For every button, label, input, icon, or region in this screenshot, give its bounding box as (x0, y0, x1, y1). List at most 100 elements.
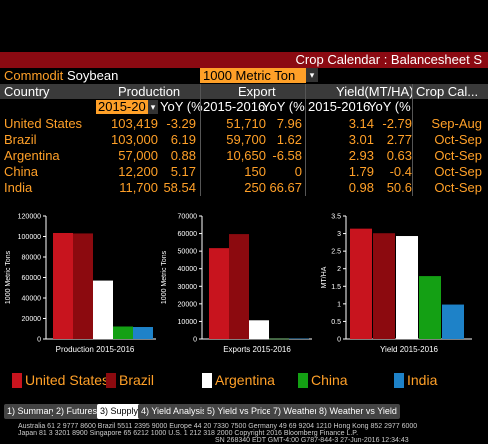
column-header-bar (0, 84, 488, 99)
tab-futures[interactable]: 2) Futures (53, 404, 101, 419)
bar-china (269, 338, 289, 340)
window-title: Crop Calendar : Balancesheet S (0, 52, 488, 68)
cell-crop-calendar: Oct-Sep (434, 132, 482, 147)
cell-yield: 3.14 (348, 116, 374, 131)
legend-item-argentina[interactable]: Argentina (202, 372, 275, 388)
y-tick-label: 1 (337, 301, 341, 308)
commodity-value[interactable]: Soybean (67, 68, 119, 83)
header-yield[interactable]: Yield(MT/HA) (336, 84, 414, 99)
y-tick-label: 1.5 (331, 284, 341, 291)
table-row[interactable]: Brazil 103,000 6.19 59,700 1.62 3.01 2.7… (0, 132, 488, 148)
table-row[interactable]: Argentina 57,000 0.88 10,650 -6.58 2.93 … (0, 148, 488, 164)
cell-crop-calendar: Oct-Sep (434, 180, 482, 195)
table-row[interactable]: United States 103,419 -3.29 51,710 7.96 … (0, 116, 488, 132)
footer-line: Australia 61 2 9777 8600 Brazil 5511 239… (18, 423, 418, 430)
tab-summary[interactable]: 1) Summary (4, 404, 60, 419)
commodity-label: Commodit (4, 68, 64, 83)
cell-yield: 1.79 (348, 164, 374, 179)
cell-yield: 3.01 (348, 132, 374, 147)
y-tick-label: 120000 (18, 214, 41, 221)
legend-item-india[interactable]: India (394, 372, 437, 388)
year-selector[interactable]: 2015-20 (96, 100, 148, 114)
bar-united-states (53, 232, 73, 339)
bar-india (289, 338, 309, 340)
cell-yield-yoy: 0.63 (386, 148, 412, 163)
bar-argentina (93, 280, 113, 339)
y-tick-label: 30000 (178, 284, 198, 291)
footer-line: Japan 81 3 3201 8900 Singapore 65 6212 1… (18, 430, 359, 437)
header-export[interactable]: Export (238, 84, 276, 99)
y-tick-label: 40000 (22, 296, 42, 303)
cell-production: 12,200 (118, 164, 158, 179)
cell-production-yoy: -3.29 (166, 116, 196, 131)
y-tick-label: 60000 (178, 231, 198, 238)
cell-yield-yoy: -0.4 (389, 164, 412, 179)
tab-yield-vs-price[interactable]: 5) Yield vs Price (204, 404, 275, 419)
header-country[interactable]: Country (4, 84, 50, 99)
tab-bar: 1) Summary 2) Futures 3) Supply 4) Yield… (0, 404, 488, 420)
unit-selector[interactable]: 1000 Metric Ton (200, 68, 306, 83)
legend-swatch (12, 372, 22, 388)
table-row[interactable]: India 11,700 58.54 250 66.67 0.98 50.6 O… (0, 180, 488, 196)
cell-country: United States (4, 116, 83, 131)
legend-item-brazil[interactable]: Brazil (106, 372, 154, 388)
y-tick-label: 20000 (178, 301, 198, 308)
subheader-yield-yoy: YoY (% (368, 99, 411, 114)
legend-swatch (202, 372, 212, 388)
cell-production: 103,419 (111, 116, 158, 131)
bar-united-states (209, 248, 229, 339)
y-tick-label: 20000 (22, 316, 42, 323)
cell-export: 10,650 (226, 148, 266, 163)
cell-production-yoy: 6.19 (170, 132, 196, 147)
cell-country: China (4, 164, 38, 179)
bar-united-states (350, 228, 372, 339)
y-tick-label: 3 (337, 231, 341, 238)
cell-export-yoy: 7.96 (276, 116, 302, 131)
header-production[interactable]: Production (118, 84, 181, 99)
tab-weather[interactable]: 7) Weather (270, 404, 321, 419)
legend-label: India (407, 372, 438, 388)
cell-export: 51,710 (226, 116, 266, 131)
y-tick-label: 3.5 (331, 214, 341, 221)
x-axis-label: Yield 2015-2016 (380, 345, 439, 354)
cell-export: 250 (244, 180, 266, 195)
subheader-yield-year: 2015-2016 (308, 99, 371, 114)
cell-country: Brazil (4, 132, 37, 147)
cell-yield-yoy: 2.77 (386, 132, 412, 147)
y-axis-label: 1000 Metric Tons (161, 250, 168, 304)
cell-export-yoy: 66.67 (269, 180, 302, 195)
year-dropdown-icon[interactable]: ▾ (148, 100, 158, 114)
cell-export: 150 (244, 164, 266, 179)
y-tick-label: 0 (37, 337, 41, 344)
cell-yield-yoy: -2.79 (382, 116, 412, 131)
cell-export-yoy: -6.58 (272, 148, 302, 163)
footer-line: SN 268340 EDT GMT-4:00 G787-844-3 27-Jun… (215, 437, 409, 444)
header-crop-calendar[interactable]: Crop Cal... (416, 84, 479, 99)
tab-supply[interactable]: 3) Supply (97, 404, 142, 419)
subheader-production-yoy: YoY (% (160, 99, 203, 114)
bar-china (419, 276, 441, 339)
y-tick-label: 0.5 (331, 319, 341, 326)
y-tick-label: 10000 (178, 319, 198, 326)
y-tick-label: 80000 (22, 255, 42, 262)
y-tick-label: 40000 (178, 266, 198, 273)
legend-swatch (298, 372, 308, 388)
legend-swatch (394, 372, 404, 388)
bar-brazil (229, 234, 249, 339)
legend-item-china[interactable]: China (298, 372, 348, 388)
bar-argentina (249, 320, 269, 339)
bar-brazil (73, 233, 93, 339)
cell-production: 57,000 (118, 148, 158, 163)
legend-item-united-states[interactable]: United States (12, 372, 109, 388)
cell-crop-calendar: Sep-Aug (431, 116, 482, 131)
unit-dropdown-icon[interactable]: ▾ (306, 68, 318, 82)
y-tick-label: 0 (193, 337, 197, 344)
cell-yield: 0.98 (348, 180, 374, 195)
tab-weather-vs-yield[interactable]: 8) Weather vs Yield (316, 404, 400, 419)
cell-production: 103,000 (111, 132, 158, 147)
tab-yield-analysis[interactable]: 4) Yield Analysis (138, 404, 210, 419)
bar-india (442, 304, 464, 339)
y-tick-label: 100000 (18, 234, 41, 241)
table-row[interactable]: China 12,200 5.17 150 0 1.79 -0.4 Oct-Se… (0, 164, 488, 180)
legend-label: China (311, 372, 348, 388)
